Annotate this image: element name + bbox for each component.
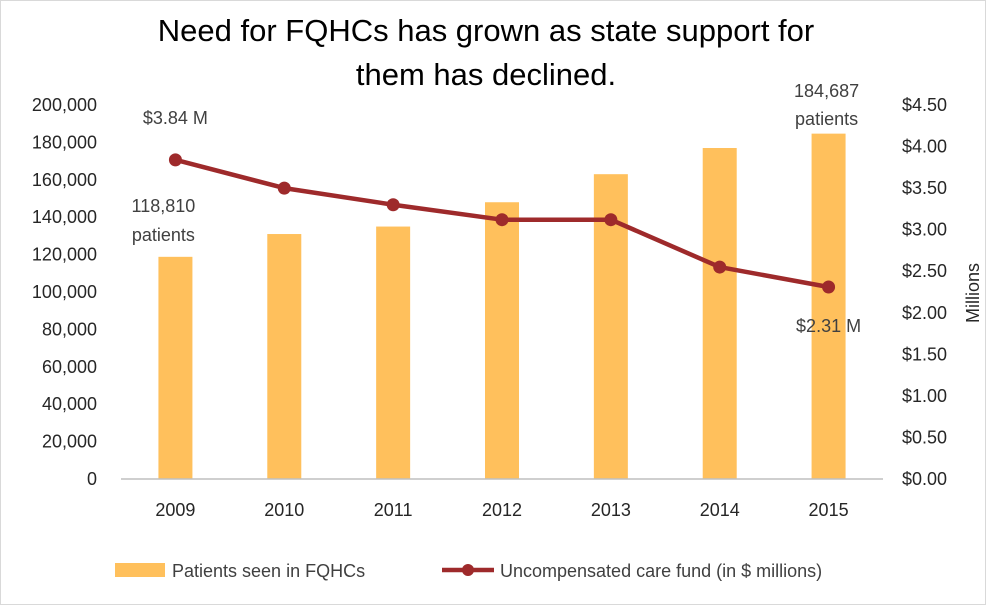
bar (376, 226, 411, 479)
bar (702, 148, 737, 479)
left-tick-label: 0 (87, 469, 97, 489)
line-point (386, 198, 400, 212)
left-tick-label: 40,000 (42, 394, 97, 414)
bar-series (158, 133, 846, 480)
x-tick-label: 2013 (591, 500, 631, 520)
line-series (168, 153, 836, 294)
x-tick-label: 2011 (374, 500, 413, 520)
bar (158, 256, 193, 479)
right-tick-label: $2.00 (902, 303, 947, 323)
right-tick-label: $3.00 (902, 220, 947, 240)
left-tick-label: 140,000 (32, 207, 97, 227)
bar (267, 234, 302, 479)
annotation-last-patients-unit: patients (795, 109, 858, 129)
annotation-first-patients-value: 118,810 (132, 196, 196, 216)
right-tick-label: $1.50 (902, 344, 947, 364)
annotation-last-patients-value: 184,687 (794, 81, 859, 101)
right-tick-label: $4.00 (902, 137, 947, 157)
bar (811, 133, 846, 479)
x-tick-label: 2014 (700, 500, 740, 520)
left-tick-label: 200,000 (32, 95, 97, 115)
left-tick-label: 180,000 (32, 132, 97, 152)
left-tick-label: 100,000 (32, 282, 97, 302)
left-tick-label: 60,000 (42, 357, 97, 377)
legend-label-fund: Uncompensated care fund (in $ millions) (500, 561, 822, 581)
legend-label-patients: Patients seen in FQHCs (172, 561, 365, 581)
annotation-last-fund: $2.31 M (796, 316, 861, 336)
line-point (168, 153, 182, 167)
left-tick-label: 80,000 (42, 319, 97, 339)
legend-swatch-patients (115, 563, 165, 577)
line-point (822, 280, 836, 294)
line-point (495, 213, 509, 227)
x-tick-label: 2010 (264, 500, 304, 520)
left-tick-label: 120,000 (32, 245, 97, 265)
bar (485, 202, 519, 480)
right-axis-ticks: $0.00 $0.50 $1.00 $1.50 $2.00 $2.50 $3.00 $3.50… (902, 95, 947, 489)
left-axis-ticks: 0 20,000 40,000 60,000 80,000 100,000 120,000 1… (32, 95, 97, 489)
x-tick-label: 2015 (809, 500, 849, 520)
line-point (277, 181, 291, 195)
x-tick-label: 2009 (155, 500, 195, 520)
x-axis-ticks: 2009 2010 2011 2012 2013 2014 2015 (155, 500, 848, 520)
right-tick-label: $4.50 (902, 95, 947, 115)
right-tick-label: $3.50 (902, 178, 947, 198)
left-tick-label: 160,000 (32, 170, 97, 190)
annotation-first-fund: $3.84 M (143, 108, 208, 128)
x-tick-label: 2012 (482, 500, 522, 520)
right-tick-label: $1.00 (902, 386, 947, 406)
legend-swatch-marker (462, 564, 474, 576)
right-tick-label: $0.00 (902, 469, 947, 489)
legend: Patients seen in FQHCs Uncompensated car… (115, 561, 822, 581)
left-tick-label: 20,000 (42, 432, 97, 452)
line-point (604, 213, 618, 227)
annotation-first-patients-unit: patients (132, 225, 195, 245)
annotations: $3.84 M 118,810 patients 184,687 patients $2.… (132, 81, 862, 336)
right-axis-label: Millions (963, 263, 983, 323)
line-point (713, 260, 727, 274)
right-tick-label: $0.50 (902, 427, 947, 447)
chart-title: Need for FQHCs has grown as state suppor… (157, 13, 815, 92)
right-tick-label: $2.50 (902, 261, 947, 281)
